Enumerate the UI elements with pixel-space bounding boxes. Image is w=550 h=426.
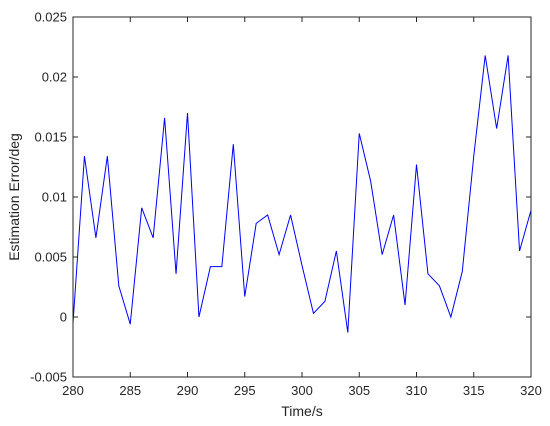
x-tick-label: 310 (406, 383, 428, 398)
y-tick-label: -0.005 (30, 370, 67, 385)
y-tick-label: 0.015 (34, 130, 67, 145)
series-layer (72, 55, 532, 333)
series-line-0 (72, 55, 532, 333)
x-tick-label: 300 (291, 383, 313, 398)
x-tick-label: 315 (463, 383, 485, 398)
plot-background (73, 17, 531, 377)
y-tick-label: 0.02 (42, 70, 67, 85)
y-axis-label: Estimation Error/deg (6, 133, 22, 261)
y-tick-label: 0.025 (34, 10, 67, 25)
x-tick-label: 290 (177, 383, 199, 398)
x-axis-label: Time/s (281, 403, 322, 419)
y-tick-label: 0.01 (42, 190, 67, 205)
x-tick-label: 320 (520, 383, 542, 398)
x-tick-label: 305 (348, 383, 370, 398)
x-tick-label: 285 (119, 383, 141, 398)
y-tick-label: 0 (60, 310, 67, 325)
plot-area (73, 17, 531, 377)
y-tick-label: 0.005 (34, 250, 67, 265)
x-tick-label: 295 (234, 383, 256, 398)
ticks: 280 285 290 295 300 305 310 315 320 -0.005 0 0.005 0… (30, 10, 542, 399)
x-tick-label: 280 (62, 383, 84, 398)
